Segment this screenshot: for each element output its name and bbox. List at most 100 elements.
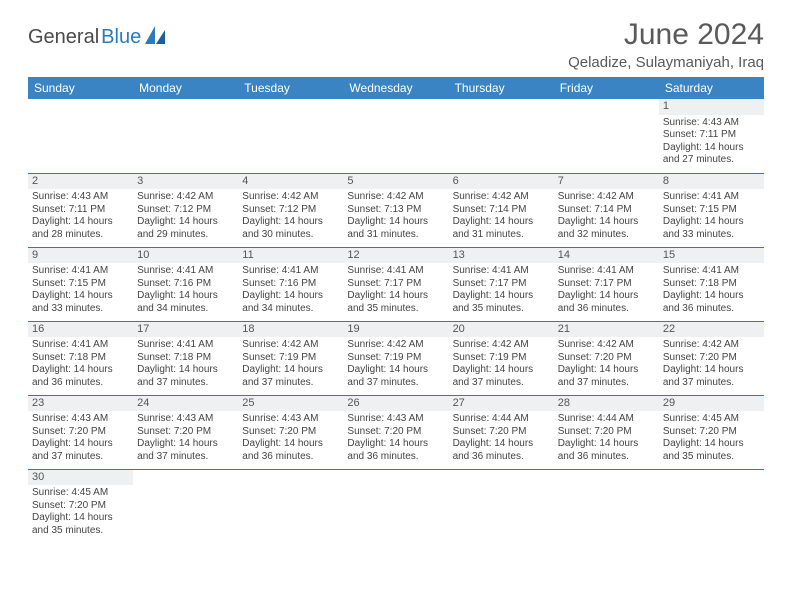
daylight-line: and 35 minutes. bbox=[453, 303, 550, 316]
calendar-cell bbox=[238, 469, 343, 543]
daylight-line: and 37 minutes. bbox=[137, 377, 234, 390]
daylight-line: Daylight: 14 hours bbox=[137, 438, 234, 451]
sunrise-line: Sunrise: 4:41 AM bbox=[663, 265, 760, 278]
daylight-line: and 37 minutes. bbox=[453, 377, 550, 390]
calendar-cell: 5Sunrise: 4:42 AMSunset: 7:13 PMDaylight… bbox=[343, 173, 448, 247]
sunrise-line: Sunrise: 4:41 AM bbox=[137, 265, 234, 278]
day-number: 12 bbox=[343, 248, 448, 264]
sunrise-line: Sunrise: 4:42 AM bbox=[453, 339, 550, 352]
daylight-line: Daylight: 14 hours bbox=[453, 216, 550, 229]
sunset-line: Sunset: 7:17 PM bbox=[558, 278, 655, 291]
daylight-line: and 37 minutes. bbox=[558, 377, 655, 390]
daylight-line: Daylight: 14 hours bbox=[558, 364, 655, 377]
day-number: 3 bbox=[133, 174, 238, 190]
day-number: 13 bbox=[449, 248, 554, 264]
daylight-line: Daylight: 14 hours bbox=[663, 290, 760, 303]
day-number: 14 bbox=[554, 248, 659, 264]
calendar-cell: 9Sunrise: 4:41 AMSunset: 7:15 PMDaylight… bbox=[28, 247, 133, 321]
day-number: 22 bbox=[659, 322, 764, 338]
day-number: 9 bbox=[28, 248, 133, 264]
daylight-line: and 37 minutes. bbox=[347, 377, 444, 390]
sunset-line: Sunset: 7:14 PM bbox=[558, 204, 655, 217]
daylight-line: and 33 minutes. bbox=[32, 303, 129, 316]
sunrise-line: Sunrise: 4:42 AM bbox=[347, 191, 444, 204]
brand-logo: GeneralBlue bbox=[28, 26, 167, 49]
daylight-line: Daylight: 14 hours bbox=[32, 512, 129, 525]
sunset-line: Sunset: 7:12 PM bbox=[137, 204, 234, 217]
daylight-line: Daylight: 14 hours bbox=[663, 364, 760, 377]
sunrise-line: Sunrise: 4:43 AM bbox=[663, 117, 760, 130]
calendar-cell: 17Sunrise: 4:41 AMSunset: 7:18 PMDayligh… bbox=[133, 321, 238, 395]
sail-icon bbox=[145, 26, 167, 49]
sunset-line: Sunset: 7:20 PM bbox=[137, 426, 234, 439]
calendar-cell: 3Sunrise: 4:42 AMSunset: 7:12 PMDaylight… bbox=[133, 173, 238, 247]
daylight-line: Daylight: 14 hours bbox=[558, 290, 655, 303]
calendar-cell: 18Sunrise: 4:42 AMSunset: 7:19 PMDayligh… bbox=[238, 321, 343, 395]
daylight-line: and 34 minutes. bbox=[242, 303, 339, 316]
calendar-cell: 6Sunrise: 4:42 AMSunset: 7:14 PMDaylight… bbox=[449, 173, 554, 247]
calendar-cell: 25Sunrise: 4:43 AMSunset: 7:20 PMDayligh… bbox=[238, 395, 343, 469]
calendar-cell: 24Sunrise: 4:43 AMSunset: 7:20 PMDayligh… bbox=[133, 395, 238, 469]
calendar-cell bbox=[554, 469, 659, 543]
day-number: 19 bbox=[343, 322, 448, 338]
daylight-line: Daylight: 14 hours bbox=[347, 290, 444, 303]
calendar-cell: 1Sunrise: 4:43 AMSunset: 7:11 PMDaylight… bbox=[659, 99, 764, 173]
sunrise-line: Sunrise: 4:41 AM bbox=[137, 339, 234, 352]
location: Qeladize, Sulaymaniyah, Iraq bbox=[568, 54, 764, 71]
daylight-line: and 37 minutes. bbox=[242, 377, 339, 390]
sunset-line: Sunset: 7:20 PM bbox=[453, 426, 550, 439]
calendar-cell: 26Sunrise: 4:43 AMSunset: 7:20 PMDayligh… bbox=[343, 395, 448, 469]
sunset-line: Sunset: 7:16 PM bbox=[242, 278, 339, 291]
calendar-cell bbox=[343, 469, 448, 543]
sunrise-line: Sunrise: 4:42 AM bbox=[242, 191, 339, 204]
day-number: 30 bbox=[28, 470, 133, 486]
daylight-line: and 29 minutes. bbox=[137, 229, 234, 242]
calendar-cell bbox=[133, 469, 238, 543]
daylight-line: Daylight: 14 hours bbox=[347, 364, 444, 377]
daylight-line: Daylight: 14 hours bbox=[347, 438, 444, 451]
calendar-cell: 23Sunrise: 4:43 AMSunset: 7:20 PMDayligh… bbox=[28, 395, 133, 469]
day-number: 21 bbox=[554, 322, 659, 338]
day-number: 7 bbox=[554, 174, 659, 190]
calendar-cell: 28Sunrise: 4:44 AMSunset: 7:20 PMDayligh… bbox=[554, 395, 659, 469]
sunset-line: Sunset: 7:20 PM bbox=[558, 426, 655, 439]
daylight-line: Daylight: 14 hours bbox=[558, 438, 655, 451]
day-number: 29 bbox=[659, 396, 764, 412]
sunrise-line: Sunrise: 4:43 AM bbox=[32, 191, 129, 204]
daylight-line: Daylight: 14 hours bbox=[453, 290, 550, 303]
calendar-cell: 16Sunrise: 4:41 AMSunset: 7:18 PMDayligh… bbox=[28, 321, 133, 395]
sunset-line: Sunset: 7:17 PM bbox=[347, 278, 444, 291]
sunrise-line: Sunrise: 4:41 AM bbox=[242, 265, 339, 278]
sunset-line: Sunset: 7:20 PM bbox=[663, 352, 760, 365]
title-block: June 2024 Qeladize, Sulaymaniyah, Iraq bbox=[568, 18, 764, 71]
day-number: 26 bbox=[343, 396, 448, 412]
day-number: 20 bbox=[449, 322, 554, 338]
day-header: Wednesday bbox=[343, 77, 448, 99]
daylight-line: and 34 minutes. bbox=[137, 303, 234, 316]
sunrise-line: Sunrise: 4:42 AM bbox=[137, 191, 234, 204]
sunrise-line: Sunrise: 4:43 AM bbox=[347, 413, 444, 426]
daylight-line: Daylight: 14 hours bbox=[242, 290, 339, 303]
daylight-line: Daylight: 14 hours bbox=[137, 290, 234, 303]
calendar-row: 16Sunrise: 4:41 AMSunset: 7:18 PMDayligh… bbox=[28, 321, 764, 395]
day-number: 25 bbox=[238, 396, 343, 412]
daylight-line: and 37 minutes. bbox=[137, 451, 234, 464]
calendar-cell: 27Sunrise: 4:44 AMSunset: 7:20 PMDayligh… bbox=[449, 395, 554, 469]
calendar-cell bbox=[238, 99, 343, 173]
calendar-cell bbox=[133, 99, 238, 173]
daylight-line: Daylight: 14 hours bbox=[242, 216, 339, 229]
calendar-row: 30Sunrise: 4:45 AMSunset: 7:20 PMDayligh… bbox=[28, 469, 764, 543]
sunset-line: Sunset: 7:20 PM bbox=[242, 426, 339, 439]
sunrise-line: Sunrise: 4:44 AM bbox=[558, 413, 655, 426]
daylight-line: Daylight: 14 hours bbox=[663, 216, 760, 229]
sunset-line: Sunset: 7:11 PM bbox=[663, 129, 760, 142]
daylight-line: and 32 minutes. bbox=[558, 229, 655, 242]
sunrise-line: Sunrise: 4:44 AM bbox=[453, 413, 550, 426]
calendar-cell: 12Sunrise: 4:41 AMSunset: 7:17 PMDayligh… bbox=[343, 247, 448, 321]
calendar-cell: 21Sunrise: 4:42 AMSunset: 7:20 PMDayligh… bbox=[554, 321, 659, 395]
daylight-line: Daylight: 14 hours bbox=[32, 364, 129, 377]
day-number: 6 bbox=[449, 174, 554, 190]
sunset-line: Sunset: 7:19 PM bbox=[242, 352, 339, 365]
calendar-cell: 29Sunrise: 4:45 AMSunset: 7:20 PMDayligh… bbox=[659, 395, 764, 469]
sunset-line: Sunset: 7:19 PM bbox=[453, 352, 550, 365]
